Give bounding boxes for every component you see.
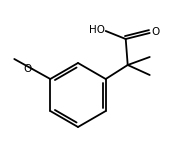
Text: O: O	[23, 64, 31, 74]
Text: HO: HO	[89, 25, 105, 35]
Text: O: O	[152, 27, 160, 37]
